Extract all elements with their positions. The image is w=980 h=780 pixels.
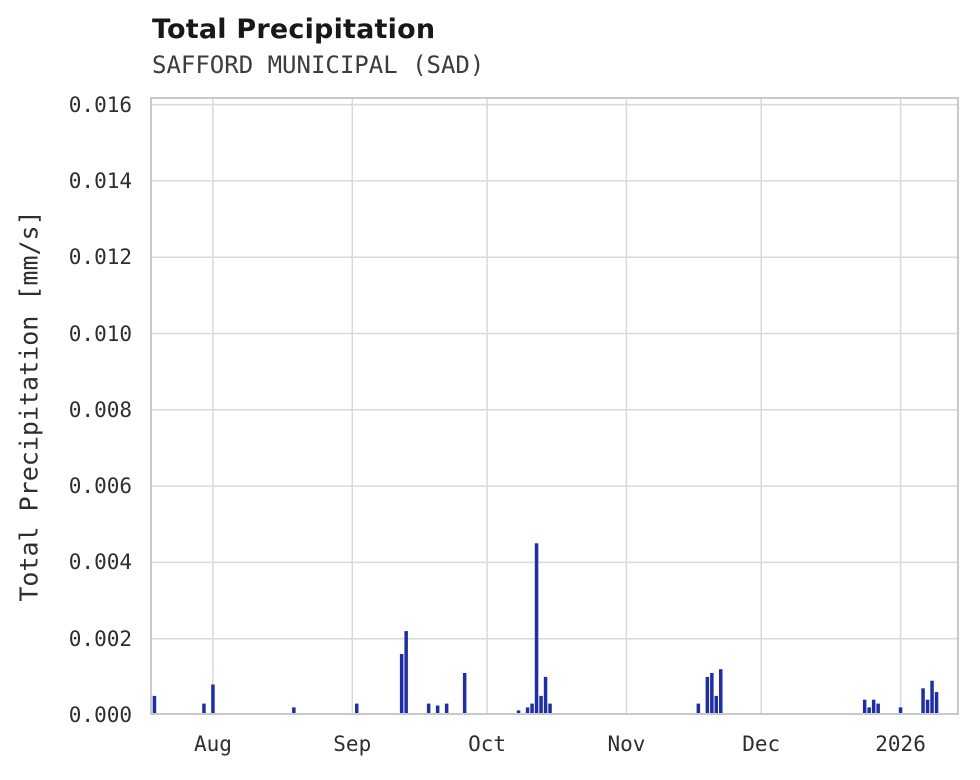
precip-bar <box>426 703 431 715</box>
x-tick-label: Oct <box>468 732 507 756</box>
x-tick-label: Aug <box>193 732 232 756</box>
precip-bar <box>516 710 521 715</box>
precip-bar <box>534 543 539 715</box>
precip-bar <box>862 699 867 715</box>
plot-area <box>150 97 959 715</box>
x-tick-label: Nov <box>607 732 646 756</box>
precip-bar <box>696 703 701 715</box>
precip-bar <box>399 654 404 715</box>
precip-bar <box>152 695 157 715</box>
precip-bar <box>530 703 534 715</box>
precip-bar <box>211 684 215 715</box>
precip-bar <box>714 695 718 715</box>
y-tick-label: 0.002 <box>68 626 132 651</box>
x-tick-label: 2026 <box>875 732 926 756</box>
x-tick-label: Sep <box>333 732 372 756</box>
y-tick-label: 0.010 <box>68 321 132 346</box>
precip-bar <box>930 680 934 715</box>
precip-bar <box>925 699 930 715</box>
precip-bar <box>404 631 408 715</box>
precip-bar <box>202 703 206 715</box>
y-tick-label: 0.004 <box>68 550 132 575</box>
chart-title: Total Precipitation <box>152 14 436 45</box>
precip-bar <box>871 699 876 715</box>
precip-bar <box>548 703 552 715</box>
x-tick-label: Dec <box>742 732 781 756</box>
precip-bar <box>355 703 359 715</box>
precip-bar <box>705 676 710 715</box>
precip-bar <box>539 695 543 715</box>
precip-bar <box>435 705 440 715</box>
precip-bar <box>444 703 449 715</box>
precip-bar <box>462 673 467 715</box>
precip-bar <box>898 707 903 715</box>
y-tick-label: 0.014 <box>68 168 132 193</box>
y-tick-label: 0.000 <box>68 703 132 727</box>
precip-bar <box>543 676 548 715</box>
plot-frame <box>150 97 959 715</box>
precip-bar <box>934 692 939 715</box>
chart-subtitle: SAFFORD MUNICIPAL (SAD) <box>152 51 485 79</box>
precip-bar <box>876 703 880 715</box>
precip-bar <box>292 707 296 715</box>
precip-bar <box>921 688 925 715</box>
plot-canvas <box>150 97 959 715</box>
precip-bar <box>719 669 723 715</box>
y-tick-label: 0.008 <box>68 397 132 422</box>
precip-bar <box>710 673 714 715</box>
y-tick-label: 0.012 <box>68 245 132 270</box>
y-tick-label: 0.016 <box>68 92 132 117</box>
precip-bar <box>525 707 530 715</box>
precip-bar <box>867 707 871 715</box>
y-tick-label: 0.006 <box>68 474 132 499</box>
